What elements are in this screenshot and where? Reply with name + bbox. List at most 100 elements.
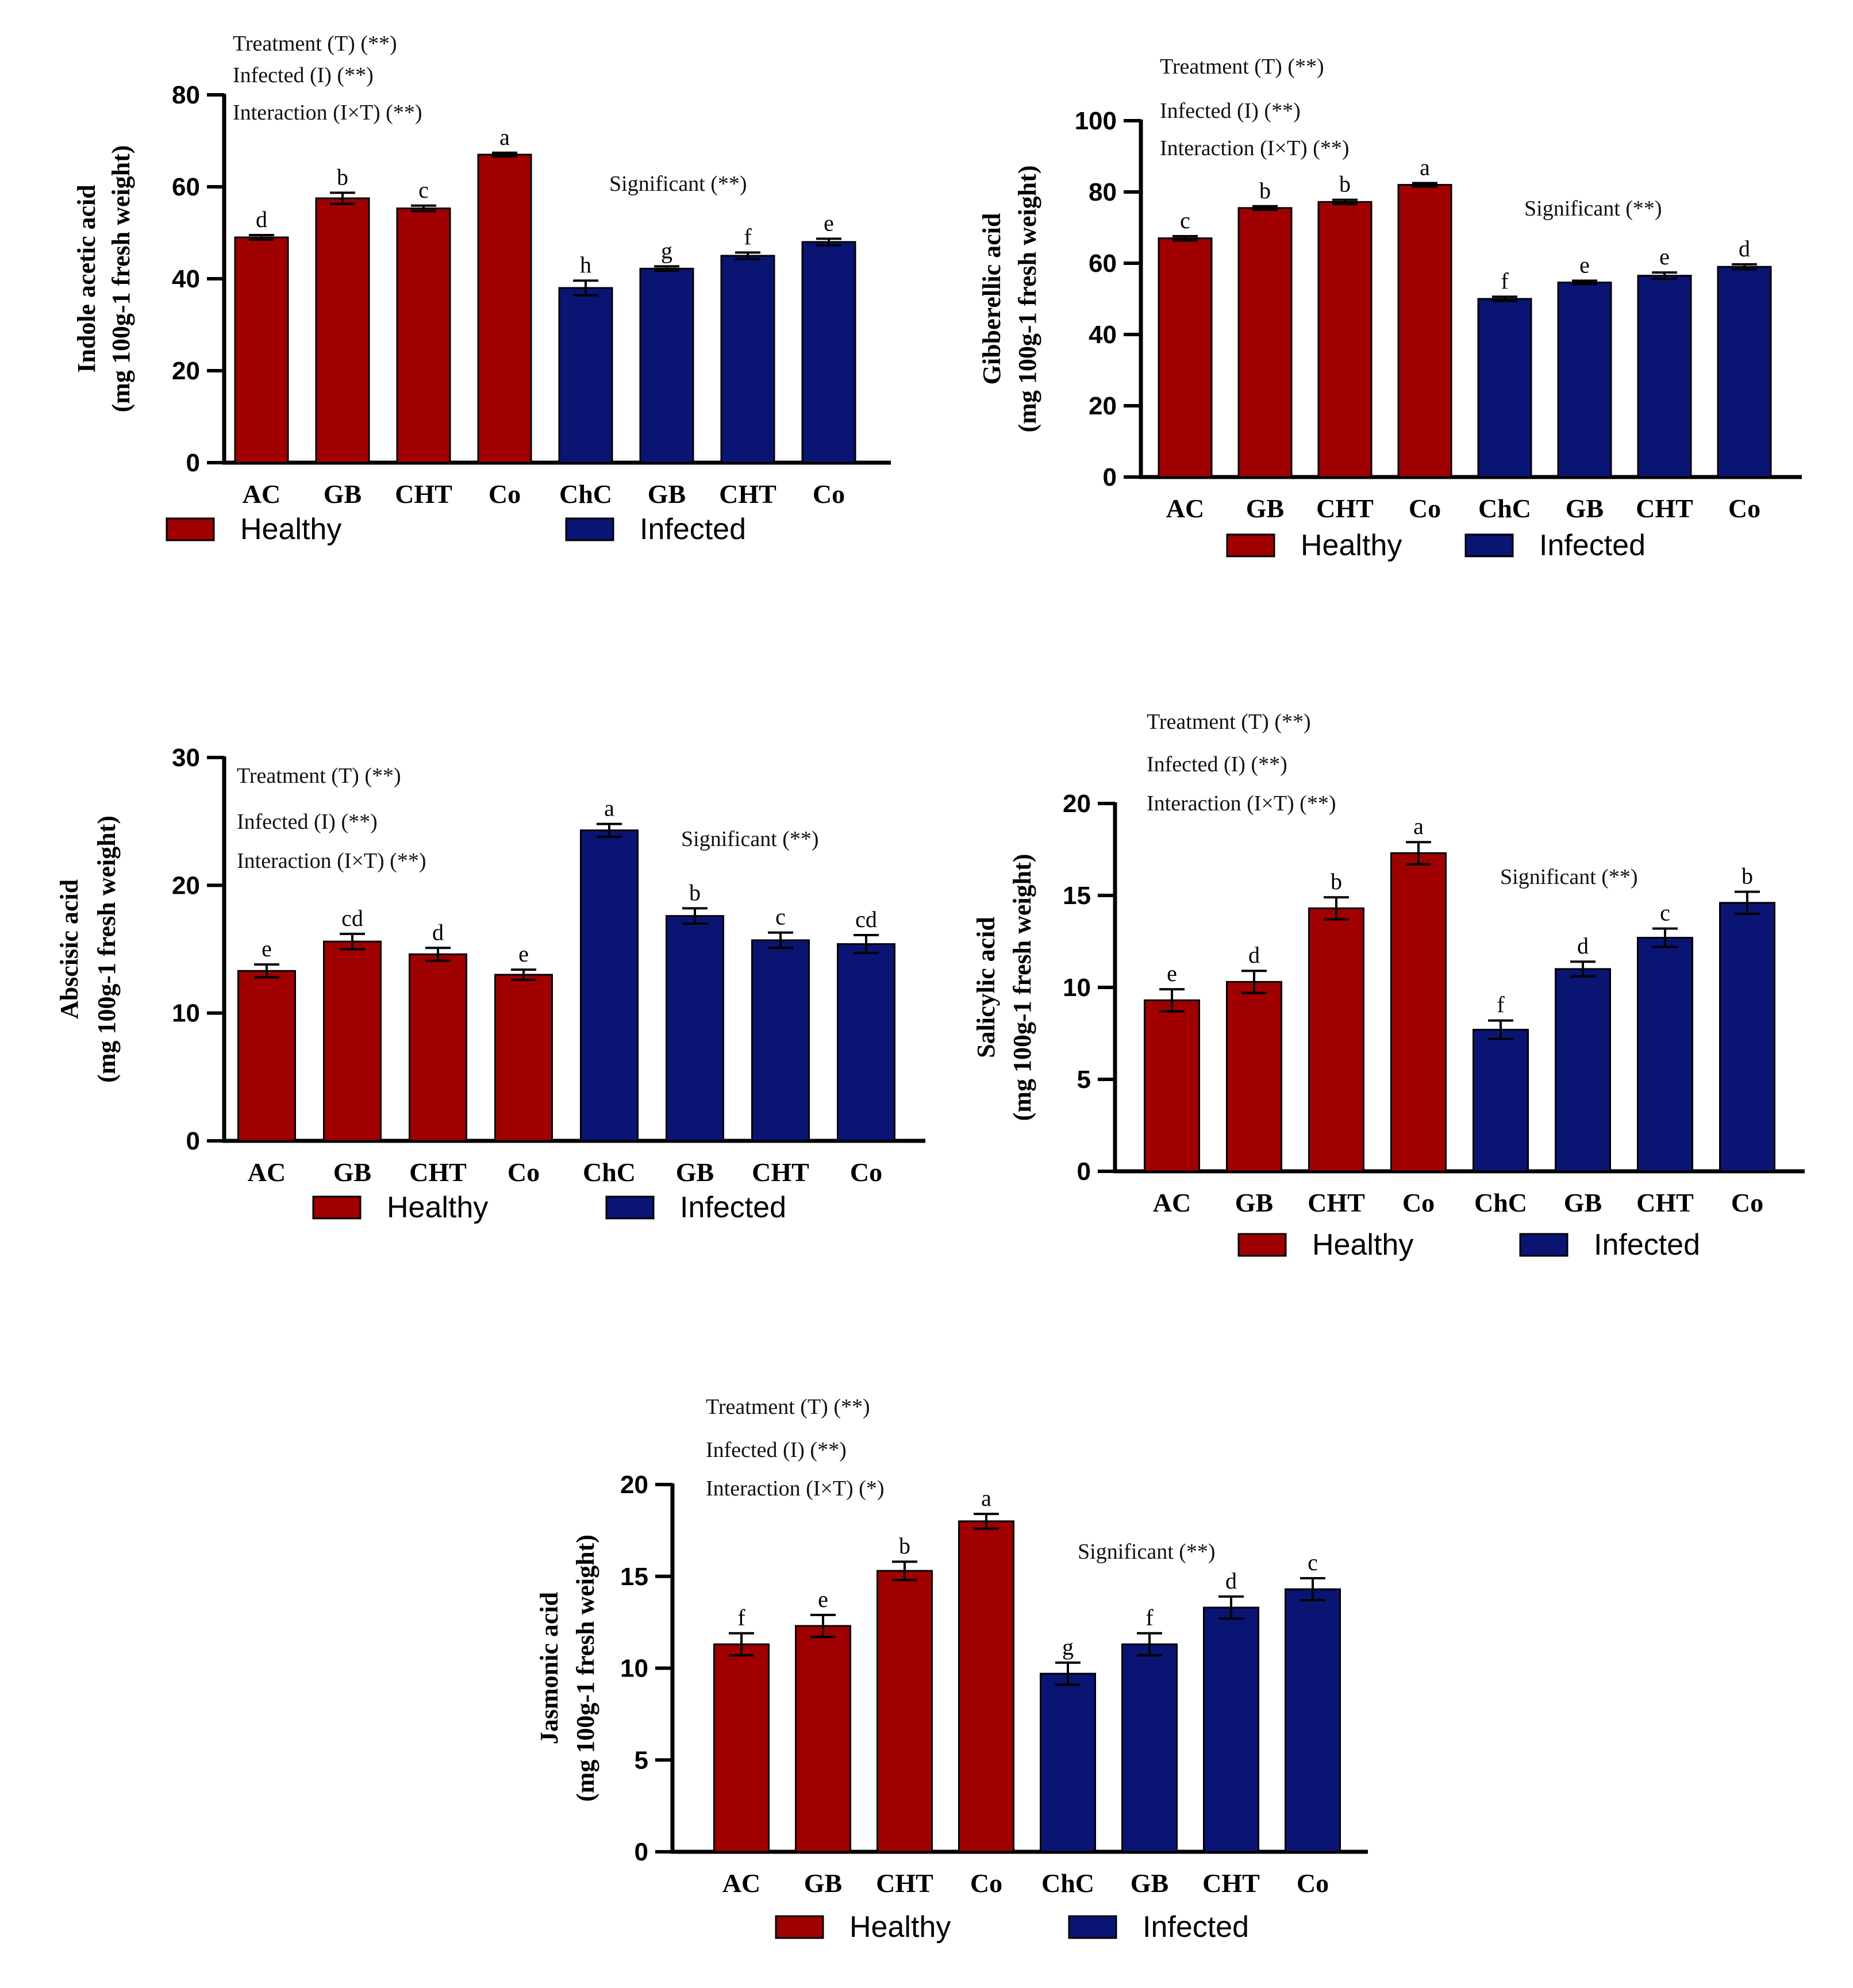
- y-axis-title: Gibberellic acid: [978, 213, 1006, 385]
- bar-healthy-co: [1390, 852, 1447, 1172]
- category-label: GB: [1235, 1188, 1273, 1217]
- bar-infected-cht: [720, 255, 775, 464]
- legend-swatch-infected: [605, 1195, 655, 1220]
- significance-letter: c: [418, 177, 429, 203]
- significance-letter: g: [661, 237, 672, 263]
- y-tick-label: 80: [172, 81, 200, 109]
- y-axis-title: Jasmonic acid: [535, 1592, 563, 1744]
- legend-label-infected: Infected: [1594, 1228, 1700, 1262]
- significance-letter: c: [775, 904, 786, 930]
- bar-infected-cht: [1637, 937, 1693, 1172]
- legend-label-healthy: Healthy: [1312, 1228, 1413, 1262]
- legend-label-infected: Infected: [680, 1191, 786, 1224]
- y-tick-label: 10: [1063, 974, 1091, 1002]
- category-label: Co: [970, 1868, 1002, 1898]
- category-label: CHT: [752, 1158, 809, 1187]
- significance-letter: e: [518, 941, 529, 967]
- significance-letter: g: [1062, 1634, 1074, 1660]
- y-tick-label: 80: [1089, 178, 1117, 206]
- bar-healthy-co: [494, 974, 553, 1142]
- anova-annotation: Infected (I) (**): [233, 63, 374, 87]
- significance-letter: cd: [341, 905, 363, 931]
- significance-letter: e: [1659, 244, 1670, 270]
- y-tick-label: 40: [1089, 321, 1117, 349]
- y-axis-title: Salicylic acid: [972, 917, 1000, 1058]
- category-label: Co: [1731, 1188, 1763, 1217]
- bar-infected-co: [1719, 902, 1775, 1172]
- category-label: Co: [489, 479, 521, 509]
- y-tick-label: 15: [1063, 882, 1091, 910]
- bar-infected-cht: [751, 939, 810, 1142]
- y-tick-label: 0: [1103, 463, 1117, 491]
- category-label: CHT: [395, 479, 452, 509]
- bar-healthy-cht: [1317, 201, 1373, 478]
- anova-annotation: Treatment (T) (**): [706, 1395, 870, 1419]
- bar-healthy-co: [477, 153, 532, 464]
- significance-letter: d: [1225, 1568, 1237, 1594]
- significance-letter: d: [1248, 942, 1260, 968]
- bar-healthy-ac: [234, 236, 289, 464]
- bar-healthy-cht: [396, 207, 451, 464]
- category-label: GB: [324, 479, 362, 509]
- significance-letter: b: [1259, 178, 1271, 203]
- y-axis-title: Abscisic acid: [55, 879, 83, 1019]
- bar-infected-gb: [1557, 281, 1612, 478]
- bar-infected-gb: [666, 915, 724, 1142]
- y-tick-label: 60: [172, 173, 200, 201]
- legend-label-infected: Infected: [1539, 529, 1646, 562]
- significance-letter: f: [1501, 268, 1509, 294]
- significance-letter: f: [737, 1605, 745, 1631]
- y-tick-label: 0: [186, 1127, 200, 1155]
- anova-annotation: Interaction (I×T) (**): [1160, 136, 1350, 160]
- category-label: GB: [1246, 494, 1284, 523]
- legend-swatch-infected: [1519, 1233, 1568, 1257]
- y-tick-label: 15: [620, 1563, 648, 1591]
- y-tick-label: 0: [635, 1838, 648, 1866]
- bar-healthy-gb: [795, 1625, 851, 1853]
- bar-infected-co: [801, 241, 856, 464]
- category-label: CHT: [1636, 1188, 1694, 1217]
- y-tick-label: 20: [1089, 392, 1117, 420]
- significance-annotation: Significant (**): [609, 172, 747, 196]
- significance-letter: a: [1420, 155, 1430, 180]
- significance-annotation: Significant (**): [1500, 865, 1638, 889]
- y-tick-label: 5: [1077, 1066, 1091, 1094]
- y-tick-label: 100: [1075, 107, 1117, 135]
- anova-annotation: Infected (I) (**): [706, 1438, 847, 1462]
- legend-swatch-healthy: [312, 1195, 362, 1220]
- category-label: ChC: [1478, 494, 1531, 523]
- y-tick-label: 10: [620, 1655, 648, 1683]
- significance-letter: f: [1497, 992, 1505, 1018]
- significance-annotation: Significant (**): [1524, 197, 1662, 221]
- y-axis-unit: (mg 100g-1 fresh weight): [571, 1535, 599, 1802]
- y-axis-unit: (mg 100g-1 fresh weight): [107, 145, 135, 413]
- significance-letter: a: [1413, 813, 1424, 839]
- significance-letter: e: [824, 210, 834, 236]
- y-tick-label: 40: [172, 265, 200, 293]
- anova-annotation: Infected (I) (**): [1147, 752, 1287, 776]
- category-label: AC: [1153, 1188, 1191, 1217]
- category-label: AC: [248, 1158, 286, 1187]
- category-label: ChC: [583, 1158, 636, 1187]
- y-axis-title: Indole acetic acid: [72, 184, 101, 373]
- legend-label-infected: Infected: [1143, 1910, 1249, 1944]
- significance-letter: a: [981, 1485, 991, 1511]
- significance-letter: e: [818, 1586, 828, 1612]
- anova-annotation: Treatment (T) (**): [233, 32, 397, 56]
- legend-swatch-healthy: [166, 517, 215, 541]
- y-tick-label: 20: [1063, 790, 1091, 818]
- bar-healthy-cht: [1308, 907, 1364, 1172]
- significance-letter: a: [499, 124, 510, 150]
- bar-healthy-ac: [713, 1643, 770, 1853]
- bar-infected-cht: [1637, 275, 1692, 478]
- significance-letter: b: [899, 1533, 910, 1559]
- significance-letter: c: [1660, 900, 1670, 926]
- legend-label-healthy: Healthy: [240, 513, 341, 546]
- significance-letter: d: [432, 919, 444, 945]
- significance-letter: e: [1579, 252, 1590, 278]
- y-tick-label: 20: [172, 357, 200, 385]
- legend-swatch-infected: [1464, 533, 1514, 557]
- legend-swatch-infected: [565, 517, 614, 541]
- bar-healthy-ac: [1158, 237, 1213, 478]
